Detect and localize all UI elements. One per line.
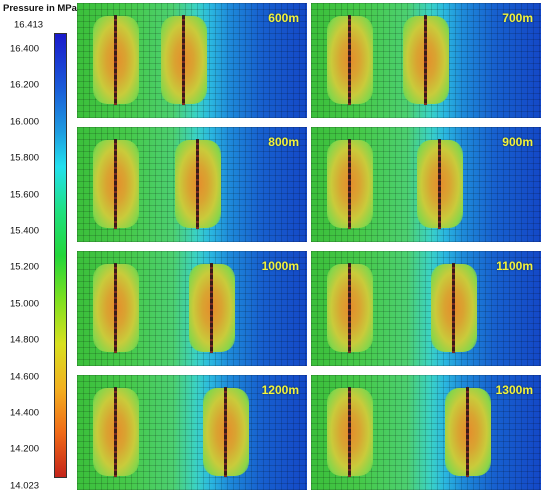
colorbar-tick-label: 16.000 [10,116,40,128]
pressure-colorbar [54,33,67,478]
fracture-well [114,387,117,477]
colorbar-min-label: 14.023 [10,480,40,492]
colorbar-tick-label: 15.200 [10,261,40,273]
fracture-well [348,15,351,105]
colorbar-tick-label: 15.400 [10,225,40,237]
fracture-well [348,387,351,477]
distance-label: 1000m [261,259,299,273]
colorbar-tick-label: 15.000 [10,298,40,310]
distance-label: 1100m [496,259,533,273]
colorbar-tick-label: 15.600 [10,189,40,201]
colorbar-tick-label: 16.200 [10,79,40,91]
colorbar-tick-label: 14.400 [10,407,40,419]
fracture-well [114,263,117,353]
colorbar-tick-label: 14.600 [10,371,40,383]
fracture-well [210,263,213,353]
fracture-well [452,263,455,353]
colorbar-tick-label: 14.200 [10,443,40,455]
pressure-map-panel: 1000m [77,251,307,366]
distance-label: 1300m [495,383,533,397]
distance-label: 600m [268,11,299,25]
fracture-well [348,139,351,229]
fracture-well [182,15,185,105]
pressure-map-panel: 1200m [77,375,307,490]
fracture-well [224,387,227,477]
colorbar-tick-label: 15.800 [10,152,40,164]
pressure-map-panel: 1300m [311,375,541,490]
distance-label: 900m [502,135,533,149]
pressure-map-panel: 700m [311,3,541,118]
colorbar-max-label: 16.413 [14,19,44,31]
colorbar-tick-label: 16.400 [10,43,40,55]
pressure-map-panel: 1100m [311,251,541,366]
distance-label: 800m [268,135,299,149]
fracture-well [466,387,469,477]
fracture-well [424,15,427,105]
pressure-map-panel: 800m [77,127,307,242]
fracture-well [114,139,117,229]
pressure-map-panel: 600m [77,3,307,118]
pressure-map-panel: 900m [311,127,541,242]
distance-label: 700m [502,11,533,25]
colorbar-tick-label: 14.800 [10,334,40,346]
fracture-well [114,15,117,105]
fracture-well [438,139,441,229]
distance-label: 1200m [261,383,299,397]
fracture-well [196,139,199,229]
legend-title: Pressure in MPa [3,3,77,14]
fracture-well [348,263,351,353]
